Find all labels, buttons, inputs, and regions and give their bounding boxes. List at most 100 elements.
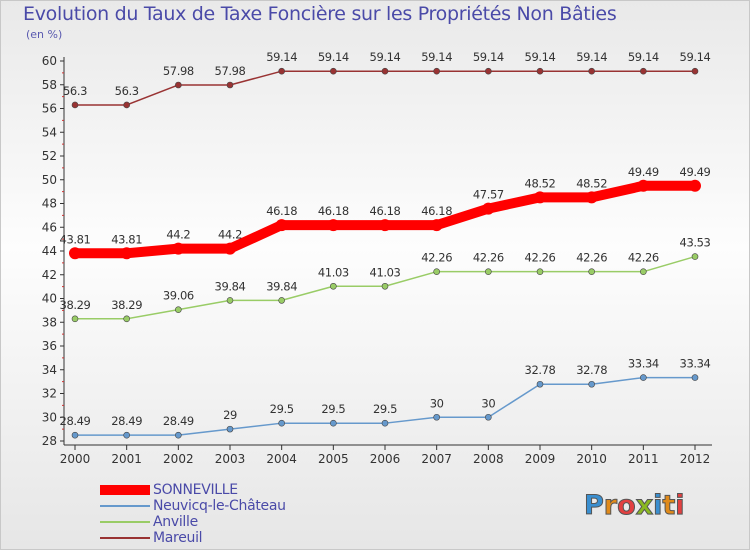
data-label: 59.14 [421,50,452,64]
x-tick-label: 2011 [628,452,659,466]
x-tick-label: 2001 [111,452,142,466]
data-label: 42.26 [576,251,607,265]
data-point [278,67,285,75]
x-tick-label: 2012 [680,452,711,466]
legend-swatch [100,505,150,507]
data-label: 44.2 [166,228,190,242]
y-tick-label: 60 [42,54,57,68]
data-point [640,374,647,381]
data-label: 30 [481,396,495,410]
legend-swatch [100,521,150,523]
data-label: 42.26 [628,251,659,265]
data-point [278,297,285,304]
y-tick-label: 42 [42,268,57,282]
x-tick-label: 2004 [266,452,297,466]
data-point [123,315,130,323]
legend-label: Anville [153,514,198,530]
legend-label: SONNEVILLE [153,482,238,498]
y-tick-label: 50 [42,173,57,187]
y-tick-label: 32 [42,387,57,401]
data-point [689,179,701,192]
data-point [278,419,285,427]
data-label: 30 [430,396,444,410]
data-label: 28.49 [111,414,142,428]
data-label: 42.26 [525,251,556,265]
data-point [330,419,337,427]
data-label: 39.06 [163,289,194,303]
data-label: 38.29 [111,298,142,312]
data-point [536,268,544,275]
data-label: 46.18 [370,204,401,218]
data-point [330,67,337,75]
data-label: 59.14 [576,50,607,64]
y-tick-label: 56 [42,102,57,116]
y-tick-label: 58 [42,78,57,92]
data-point [69,247,81,260]
data-point [175,306,182,313]
data-label: 32.78 [525,363,556,377]
data-point [536,67,544,75]
data-label: 59.14 [318,50,349,64]
legend-item: Neuvicq-le-Château [100,498,286,514]
data-label: 47.57 [473,188,504,202]
data-point [433,413,440,421]
data-label: 59.14 [370,50,401,64]
data-point [226,297,234,304]
y-tick-label: 28 [42,434,57,448]
x-tick-label: 2006 [370,452,401,466]
logo-letter: i [675,490,685,522]
x-tick-label: 2008 [473,452,504,466]
data-label: 29.5 [373,402,397,416]
x-tick-label: 2010 [576,452,607,466]
data-point [327,219,340,232]
logo-letter: o [617,490,637,522]
data-point [175,431,182,439]
x-tick-label: 2000 [60,452,91,466]
data-point [381,67,389,75]
data-label: 59.14 [473,50,504,64]
y-tick-label: 34 [42,363,57,377]
legend-label: Mareuil [153,530,203,546]
data-label: 29 [223,408,237,422]
data-label: 59.14 [525,50,556,64]
logo-letter: x [635,490,654,522]
y-tick-label: 52 [42,149,57,163]
data-label: 33.34 [680,357,711,371]
data-point [485,67,492,75]
data-label: 29.5 [270,402,294,416]
y-tick-label: 38 [42,315,57,329]
data-label: 41.03 [318,265,349,279]
chart-legend: SONNEVILLE Neuvicq-le-Château Anville Mareu… [100,482,286,546]
legend-item: SONNEVILLE [100,482,286,498]
data-point [172,242,185,255]
data-point [691,253,699,260]
data-label: 46.18 [318,204,349,218]
data-label: 28.49 [163,414,194,428]
chart-title: Evolution du Taux de Taxe Foncière sur l… [23,3,617,25]
legend-item: Mareuil [100,530,286,546]
data-point [585,191,598,204]
data-label: 46.18 [421,204,452,218]
legend-swatch [100,485,150,495]
data-label: 59.14 [680,50,711,64]
data-label: 49.49 [680,165,711,179]
data-label: 48.52 [576,176,607,190]
data-point [433,67,440,75]
data-label: 56.3 [63,84,87,98]
legend-swatch [100,537,150,539]
data-label: 32.78 [576,363,607,377]
data-point [123,431,130,439]
logo-letter: t [662,490,676,522]
proxiti-logo: Proxiti [584,490,686,522]
data-point [120,247,133,260]
data-label: 48.52 [525,176,556,190]
data-point [640,67,647,75]
data-point [534,191,546,204]
data-point [379,219,391,232]
data-label: 59.14 [628,50,659,64]
y-tick-label: 44 [42,244,57,258]
chart-subtitle: (en %) [26,28,63,41]
x-tick-label: 2003 [215,452,246,466]
data-label: 46.18 [266,204,297,218]
